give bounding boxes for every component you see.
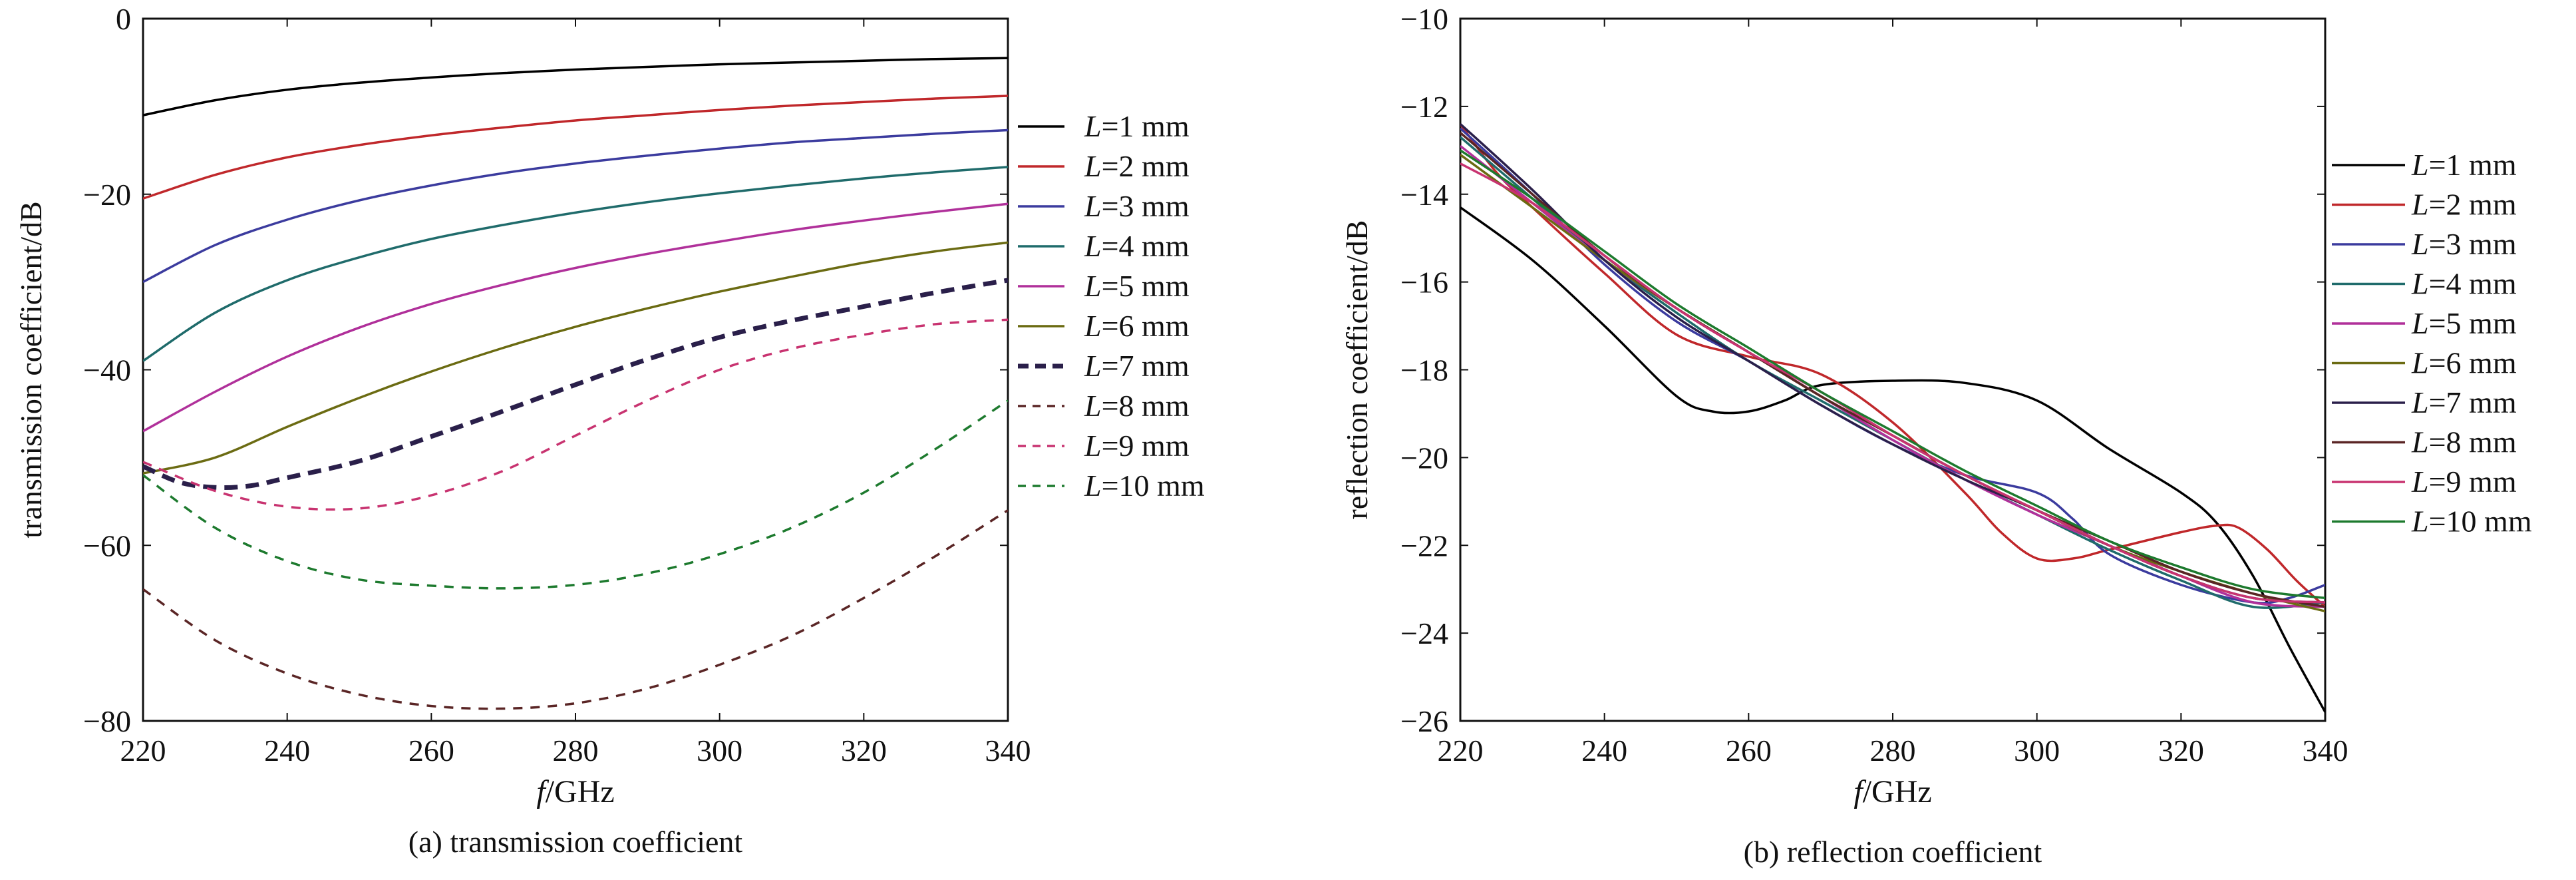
series-line-7: [1460, 123, 2325, 604]
series-line-8: [143, 509, 1008, 710]
y-tick-label: −60: [83, 529, 131, 562]
series-line-8: [1460, 132, 2325, 608]
x-tick-label: 260: [1726, 734, 1772, 768]
series-line-9: [143, 318, 1008, 511]
y-tick-label: −10: [1400, 2, 1448, 36]
x-tick-label: 240: [1581, 734, 1627, 768]
series-line-6: [1460, 153, 2325, 612]
series-line-9: [1460, 162, 2325, 604]
y-tick-label: −16: [1400, 266, 1448, 300]
x-tick-label: 320: [2158, 734, 2204, 768]
series-line-4: [1460, 136, 2325, 609]
legend-label: L=8 mm: [2411, 425, 2517, 459]
figure-caption: (b) reflection coefficient: [1744, 835, 2042, 869]
legend-label: L=5 mm: [2411, 306, 2517, 340]
x-tick-label: 340: [985, 734, 1031, 768]
x-tick-label: 240: [264, 734, 310, 768]
legend-label: L=7 mm: [1084, 349, 1190, 383]
legend-label: L=7 mm: [2411, 385, 2517, 419]
x-tick-label: 300: [697, 734, 742, 768]
series-line-2: [1460, 123, 2325, 608]
y-tick-label: −24: [1400, 616, 1448, 650]
legend-label: L=6 mm: [2411, 346, 2517, 380]
legend-label: L=6 mm: [1084, 309, 1190, 343]
chart-panel-a: 220 240 260 280 300 320 340 0 −20 −40 −60 −80 f/GHz t…: [14, 2, 1205, 859]
legend-label: L=3 mm: [1084, 189, 1190, 223]
series-line-1: [1460, 206, 2325, 713]
series-line-10: [143, 399, 1008, 590]
legend-label: L=10 mm: [2411, 505, 2532, 539]
series-line-1: [143, 57, 1008, 116]
x-tick-label: 320: [841, 734, 887, 768]
x-tick-label: 280: [553, 734, 599, 768]
legend-label: L=9 mm: [2411, 465, 2517, 499]
legend-label: L=5 mm: [1084, 269, 1190, 303]
series-line-3: [1460, 127, 2325, 604]
x-tick-label: 280: [1870, 734, 1916, 768]
y-tick-label: −14: [1400, 178, 1448, 212]
series-line-3: [143, 128, 1008, 284]
x-tick-label: 300: [2014, 734, 2060, 768]
series-line-10: [1460, 149, 2325, 600]
plot-frame: [1459, 17, 2327, 722]
legend-label: L=1 mm: [2411, 148, 2517, 182]
figure-caption: (a) transmission coefficient: [408, 825, 743, 859]
y-tick-label: −20: [83, 178, 131, 212]
legend-label: L=1 mm: [1084, 109, 1190, 143]
y-tick-label: −12: [1400, 90, 1448, 124]
x-tick-label: 220: [120, 734, 166, 768]
legend-label: L=9 mm: [1084, 429, 1190, 463]
y-tick-label: −18: [1400, 353, 1448, 387]
legend-label: L=3 mm: [2411, 227, 2517, 261]
legend-label: L=10 mm: [1084, 469, 1205, 503]
x-axis-label: f/GHz: [1853, 774, 1931, 809]
x-tick-label: 260: [408, 734, 454, 768]
chart-panel-b: 220 240 260 280 300 320 340 −10 −12 −14 −16 −18 −20 −…: [1340, 2, 2532, 869]
legend-label: L=2 mm: [1084, 149, 1190, 183]
series-line-4: [143, 166, 1008, 362]
y-axis-label: reflection coefficient/dB: [1340, 220, 1374, 519]
legend-label: L=2 mm: [2411, 188, 2517, 222]
legend-label: L=4 mm: [1084, 229, 1190, 263]
y-tick-label: −20: [1400, 441, 1448, 475]
legend-label: L=8 mm: [1084, 389, 1190, 423]
y-tick-label: 0: [116, 2, 131, 36]
plot-frame: [142, 17, 1009, 722]
y-tick-label: −26: [1400, 704, 1448, 738]
series-line-5: [1460, 144, 2325, 608]
x-tick-label: 220: [1438, 734, 1484, 768]
series-line-6: [143, 241, 1008, 475]
series-line-2: [143, 95, 1008, 200]
legend-label: L=4 mm: [2411, 267, 2517, 301]
x-axis-label: f/GHz: [536, 774, 614, 809]
series-line-5: [143, 202, 1008, 433]
series-line-7: [143, 278, 1008, 491]
x-tick-label: 340: [2303, 734, 2348, 768]
y-tick-label: −80: [83, 704, 131, 738]
y-axis-label: transmission coefficient/dB: [14, 201, 48, 538]
y-tick-label: −22: [1400, 529, 1448, 562]
y-tick-label: −40: [83, 353, 131, 387]
